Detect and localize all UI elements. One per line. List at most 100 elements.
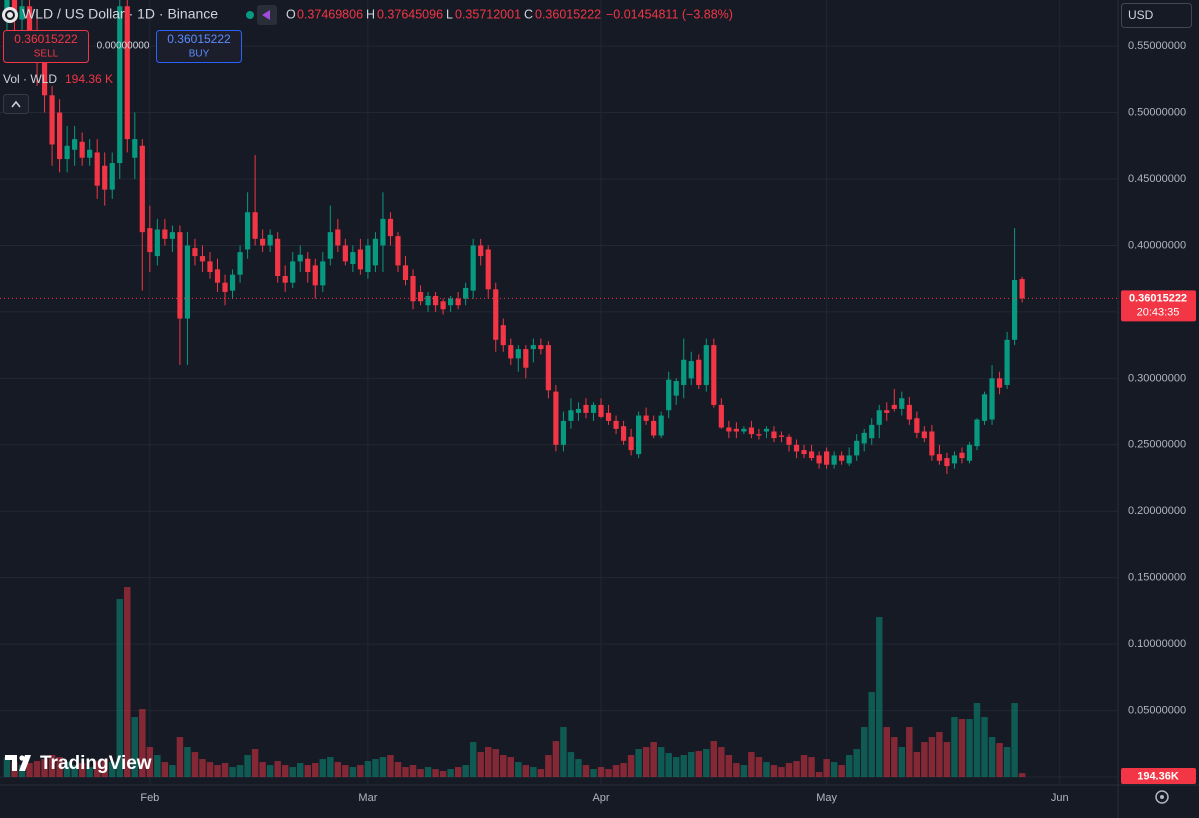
volume-bar	[432, 769, 439, 778]
volume-bar	[454, 767, 462, 778]
y-tick-label: 0.55000000	[1128, 40, 1186, 52]
candle-body	[207, 261, 213, 273]
last-price-tag	[1121, 290, 1196, 322]
volume-bar	[597, 767, 605, 778]
volume-bar	[898, 747, 906, 778]
candle-body	[222, 282, 228, 292]
volume-bar	[78, 763, 86, 778]
candle-body	[109, 163, 115, 190]
candle-body	[94, 152, 100, 186]
candle-body	[132, 139, 138, 158]
y-tick-label: 0.25000000	[1128, 439, 1186, 451]
volume-bar	[18, 765, 26, 778]
x-tick-label: Jun	[1051, 792, 1069, 804]
candle-body	[485, 249, 491, 290]
volume-bar	[958, 719, 966, 778]
volume-bar	[469, 742, 477, 778]
candle-body	[951, 455, 958, 464]
candle-body	[673, 381, 679, 396]
collapse-button[interactable]	[3, 94, 29, 114]
candle-body	[282, 276, 288, 283]
candle-body	[387, 218, 394, 237]
volume-value: 194.36 K	[65, 72, 113, 86]
candle-body	[177, 232, 183, 319]
volume-bar	[530, 767, 537, 778]
y-tick-label: 0.40000000	[1128, 239, 1186, 251]
currency-box[interactable]	[1121, 3, 1192, 28]
volume-tag	[1121, 768, 1196, 784]
settings-icon[interactable]	[1155, 790, 1169, 804]
candle-body	[417, 291, 424, 302]
candle-body	[703, 345, 709, 385]
candle-body	[583, 404, 589, 413]
volume-bar	[973, 703, 981, 778]
candle-body	[959, 452, 965, 459]
volume-bar	[304, 765, 311, 778]
volume-bar	[845, 755, 853, 778]
candle-body	[320, 261, 326, 286]
symbol-title: WLD / US Dollar · 1D · Binance	[22, 6, 218, 22]
volume-bar	[394, 762, 402, 778]
volume-bar	[966, 719, 973, 778]
volume-bar	[379, 757, 387, 778]
y-tick-label: 0.20000000	[1128, 505, 1186, 517]
volume-bar	[221, 763, 229, 778]
volume-bar	[657, 747, 665, 778]
volume-bar	[823, 759, 830, 778]
candle-body	[808, 451, 815, 459]
volume-bar	[567, 752, 575, 778]
candle-body	[553, 391, 559, 445]
volume-bar	[988, 737, 996, 778]
candle-body	[102, 165, 108, 190]
volume-bar	[402, 767, 409, 778]
candle-body	[425, 295, 431, 306]
volume-bar	[800, 755, 808, 778]
tags: 0.36015222 20:43:35 194.36K	[1121, 290, 1196, 784]
open-value: 0.37469806	[297, 7, 363, 21]
candle-body	[56, 112, 63, 160]
candle-body	[891, 404, 897, 409]
buy-box[interactable]	[156, 30, 242, 63]
candle-body	[169, 232, 175, 239]
settings-button[interactable]	[1155, 790, 1169, 804]
volume-bar	[184, 747, 191, 778]
currency-select[interactable]: USD	[1121, 3, 1192, 28]
candle-body	[357, 249, 363, 270]
spread: 0.00000000	[97, 41, 150, 52]
volume-bar	[116, 599, 123, 778]
volume-bar	[409, 765, 417, 778]
volume-bar	[755, 757, 763, 778]
high-key: H	[366, 7, 375, 21]
volume-bar	[289, 767, 296, 778]
volume-bar	[620, 763, 627, 778]
y-tick-label: 0.45000000	[1128, 173, 1186, 185]
volume-bar	[740, 765, 748, 778]
candle-body	[342, 245, 348, 262]
buy-button[interactable]: 0.36015222 BUY	[156, 30, 242, 63]
candle-body	[147, 228, 153, 253]
volume-bar	[672, 757, 680, 778]
candle-body	[402, 265, 409, 281]
volume-bar	[214, 765, 221, 778]
volume-bar	[808, 757, 815, 778]
candle-body	[966, 444, 973, 461]
candle-body	[478, 245, 484, 257]
volume-bar	[124, 587, 131, 778]
x-tick-label: May	[816, 792, 837, 804]
candle-body	[1004, 339, 1010, 385]
low-value: 0.35712001	[455, 7, 521, 21]
candle-body	[162, 229, 168, 239]
sell-box[interactable]	[3, 30, 89, 63]
candle-body	[260, 238, 266, 246]
volume-bar	[101, 759, 108, 778]
volume-bar	[515, 762, 522, 778]
sell-button[interactable]: 0.36015222 SELL	[3, 30, 89, 63]
plot-area	[0, 0, 1118, 778]
volume-bar	[680, 755, 687, 778]
collapse-box[interactable]	[3, 94, 29, 114]
candle-body	[139, 145, 145, 233]
volume-bar	[236, 765, 244, 778]
volume-bar	[161, 762, 169, 778]
volume-bar	[627, 755, 635, 778]
volume-bar	[725, 755, 733, 778]
